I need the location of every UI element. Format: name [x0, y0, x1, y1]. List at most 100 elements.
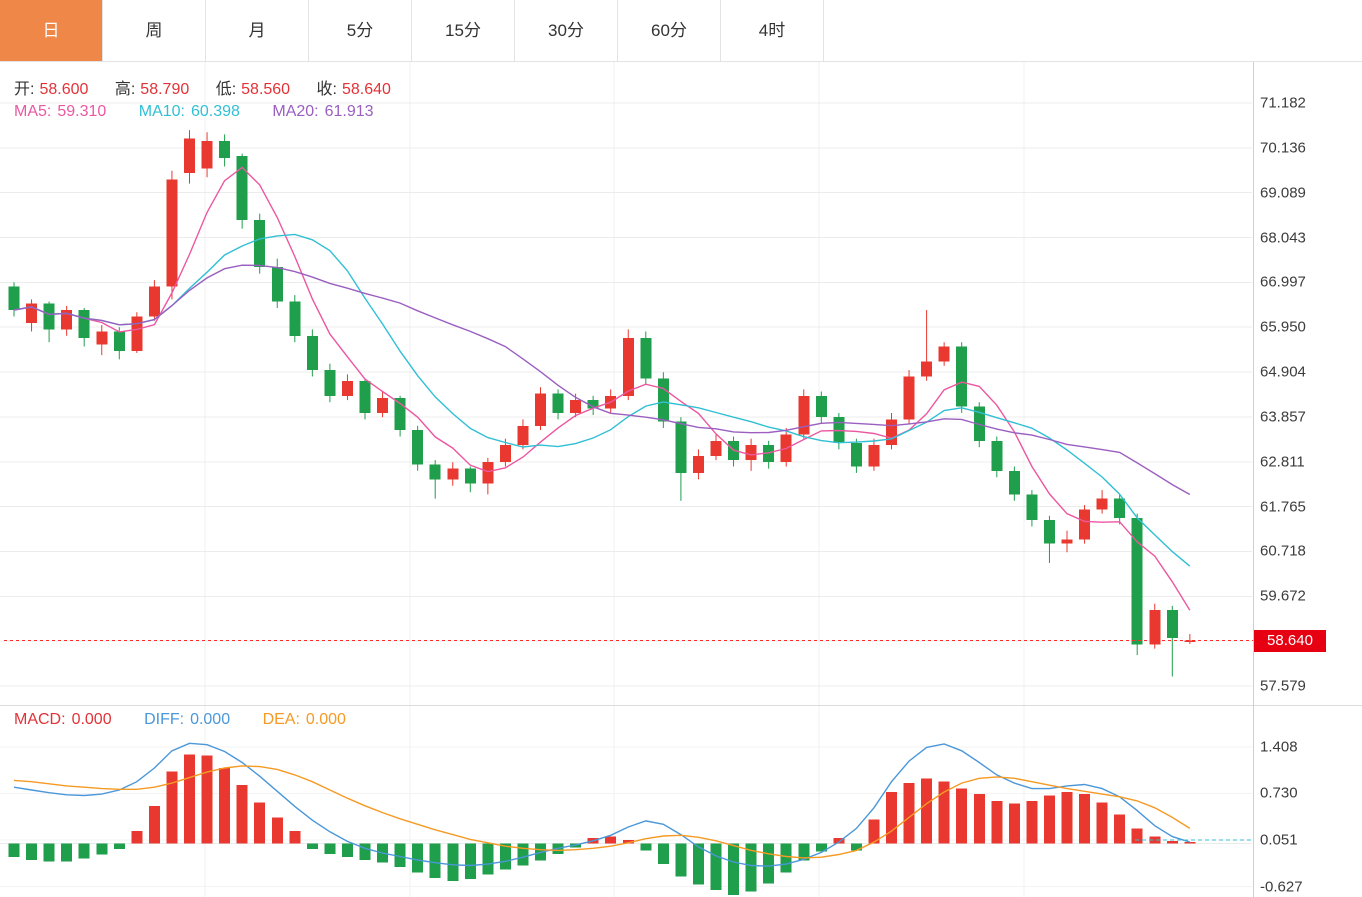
price-tick-label: 59.672 [1260, 587, 1306, 605]
candle-body [1096, 498, 1108, 510]
ma5-line [13, 166, 1191, 611]
price-tick-label: 69.089 [1260, 184, 1306, 202]
macd-legend: MACD: 0.000 DIFF: 0.000 DEA: 0.000 [14, 711, 374, 729]
macd-bar [517, 843, 529, 866]
candle-body [289, 301, 301, 336]
macd-bar [201, 755, 213, 844]
macd-bar [78, 843, 90, 859]
macd-bar [8, 843, 20, 858]
macd-bar [1079, 794, 1091, 844]
close-value: 58.640 [341, 81, 391, 98]
price-tick-label: 63.857 [1260, 408, 1306, 426]
price-tick-label: 65.950 [1260, 318, 1306, 336]
tab-5min[interactable]: 5分 [309, 0, 412, 61]
tab-week[interactable]: 周 [103, 0, 206, 61]
candle-body [570, 400, 582, 413]
candle-body [236, 155, 248, 221]
price-tick-label: 68.043 [1260, 229, 1306, 247]
low-value: 58.560 [241, 81, 291, 98]
macd-bar [1096, 802, 1108, 844]
candle-body [43, 303, 55, 330]
macd-bar [166, 771, 178, 844]
candle-body [96, 331, 108, 345]
macd-bar [921, 778, 933, 844]
macd-bar [675, 843, 687, 877]
ma-legend: MA5: 59.310 MA10: 60.398 MA20: 61.913 [14, 103, 402, 121]
candle-body [324, 370, 336, 396]
candle-body [535, 393, 546, 426]
tab-4hour[interactable]: 4时 [721, 0, 824, 61]
macd-bar [605, 836, 617, 844]
macd-bar [447, 843, 459, 882]
candle-body [26, 303, 38, 323]
candle-body [359, 380, 371, 413]
candle-body [640, 337, 652, 379]
macd-label: MACD: [14, 711, 66, 728]
price-tick-label: 57.579 [1260, 677, 1306, 695]
panel-borders [0, 62, 1362, 897]
candle-body [464, 468, 476, 484]
ma10-value: 60.398 [190, 103, 240, 120]
diff-line [13, 742, 1191, 867]
candle-body [517, 425, 529, 446]
high-label: 高: [114, 81, 136, 98]
candles-layer [8, 130, 1196, 677]
macd-histogram-layer [8, 754, 1196, 895]
macd-bar [26, 843, 38, 860]
macd-bar [429, 843, 441, 878]
candle-body [1008, 470, 1020, 495]
candle-body [412, 430, 424, 465]
macd-bar [728, 843, 740, 895]
candle-body [148, 286, 160, 317]
macd-bar [938, 781, 950, 844]
candle-body [1114, 498, 1126, 518]
macd-bar [184, 754, 195, 844]
tab-30min[interactable]: 30分 [515, 0, 618, 61]
macd-bar [254, 802, 266, 844]
macd-bar [306, 843, 318, 849]
candle-body [552, 393, 564, 413]
macd-bar [1026, 800, 1038, 844]
macd-bar [780, 843, 792, 873]
candle-body [1131, 517, 1143, 645]
candle-body [201, 140, 213, 169]
gridlines [0, 62, 1252, 897]
high-value: 58.790 [140, 81, 190, 98]
macd-bar [1131, 828, 1143, 844]
macd-bar [833, 838, 845, 844]
candle-body [184, 138, 195, 173]
macd-bar [850, 843, 862, 851]
candle-body [8, 286, 20, 311]
macd-tick-label: -0.627 [1260, 878, 1303, 896]
macd-bar [394, 843, 406, 867]
ma10-line [13, 233, 1191, 567]
diff-value: 0.000 [190, 711, 231, 728]
macd-bar [973, 794, 985, 844]
ma20-value: 61.913 [324, 103, 374, 120]
candle-body [254, 220, 266, 268]
candle-body [61, 310, 73, 330]
macd-bar [236, 785, 248, 844]
candle-body [868, 445, 880, 467]
macd-bar [464, 843, 476, 880]
candle-body [657, 378, 669, 422]
current-price-badge: 58.640 [1254, 629, 1326, 652]
price-tick-label: 60.718 [1260, 542, 1306, 560]
macd-bar [289, 831, 301, 844]
close-label: 收: [316, 81, 337, 98]
candle-body [271, 267, 283, 302]
candle-body [675, 421, 687, 473]
open-value: 58.600 [39, 81, 89, 98]
tab-day[interactable]: 日 [0, 0, 103, 61]
tab-15min[interactable]: 15分 [412, 0, 515, 61]
ma10-label: MA10: [138, 103, 185, 120]
macd-bar [622, 840, 634, 844]
tab-month[interactable]: 月 [206, 0, 309, 61]
macd-bar [1166, 840, 1178, 844]
tab-60min[interactable]: 60分 [618, 0, 721, 61]
candle-body [921, 361, 933, 377]
macd-bar [991, 800, 1003, 844]
candle-body [886, 419, 897, 446]
macd-bar [148, 805, 160, 844]
